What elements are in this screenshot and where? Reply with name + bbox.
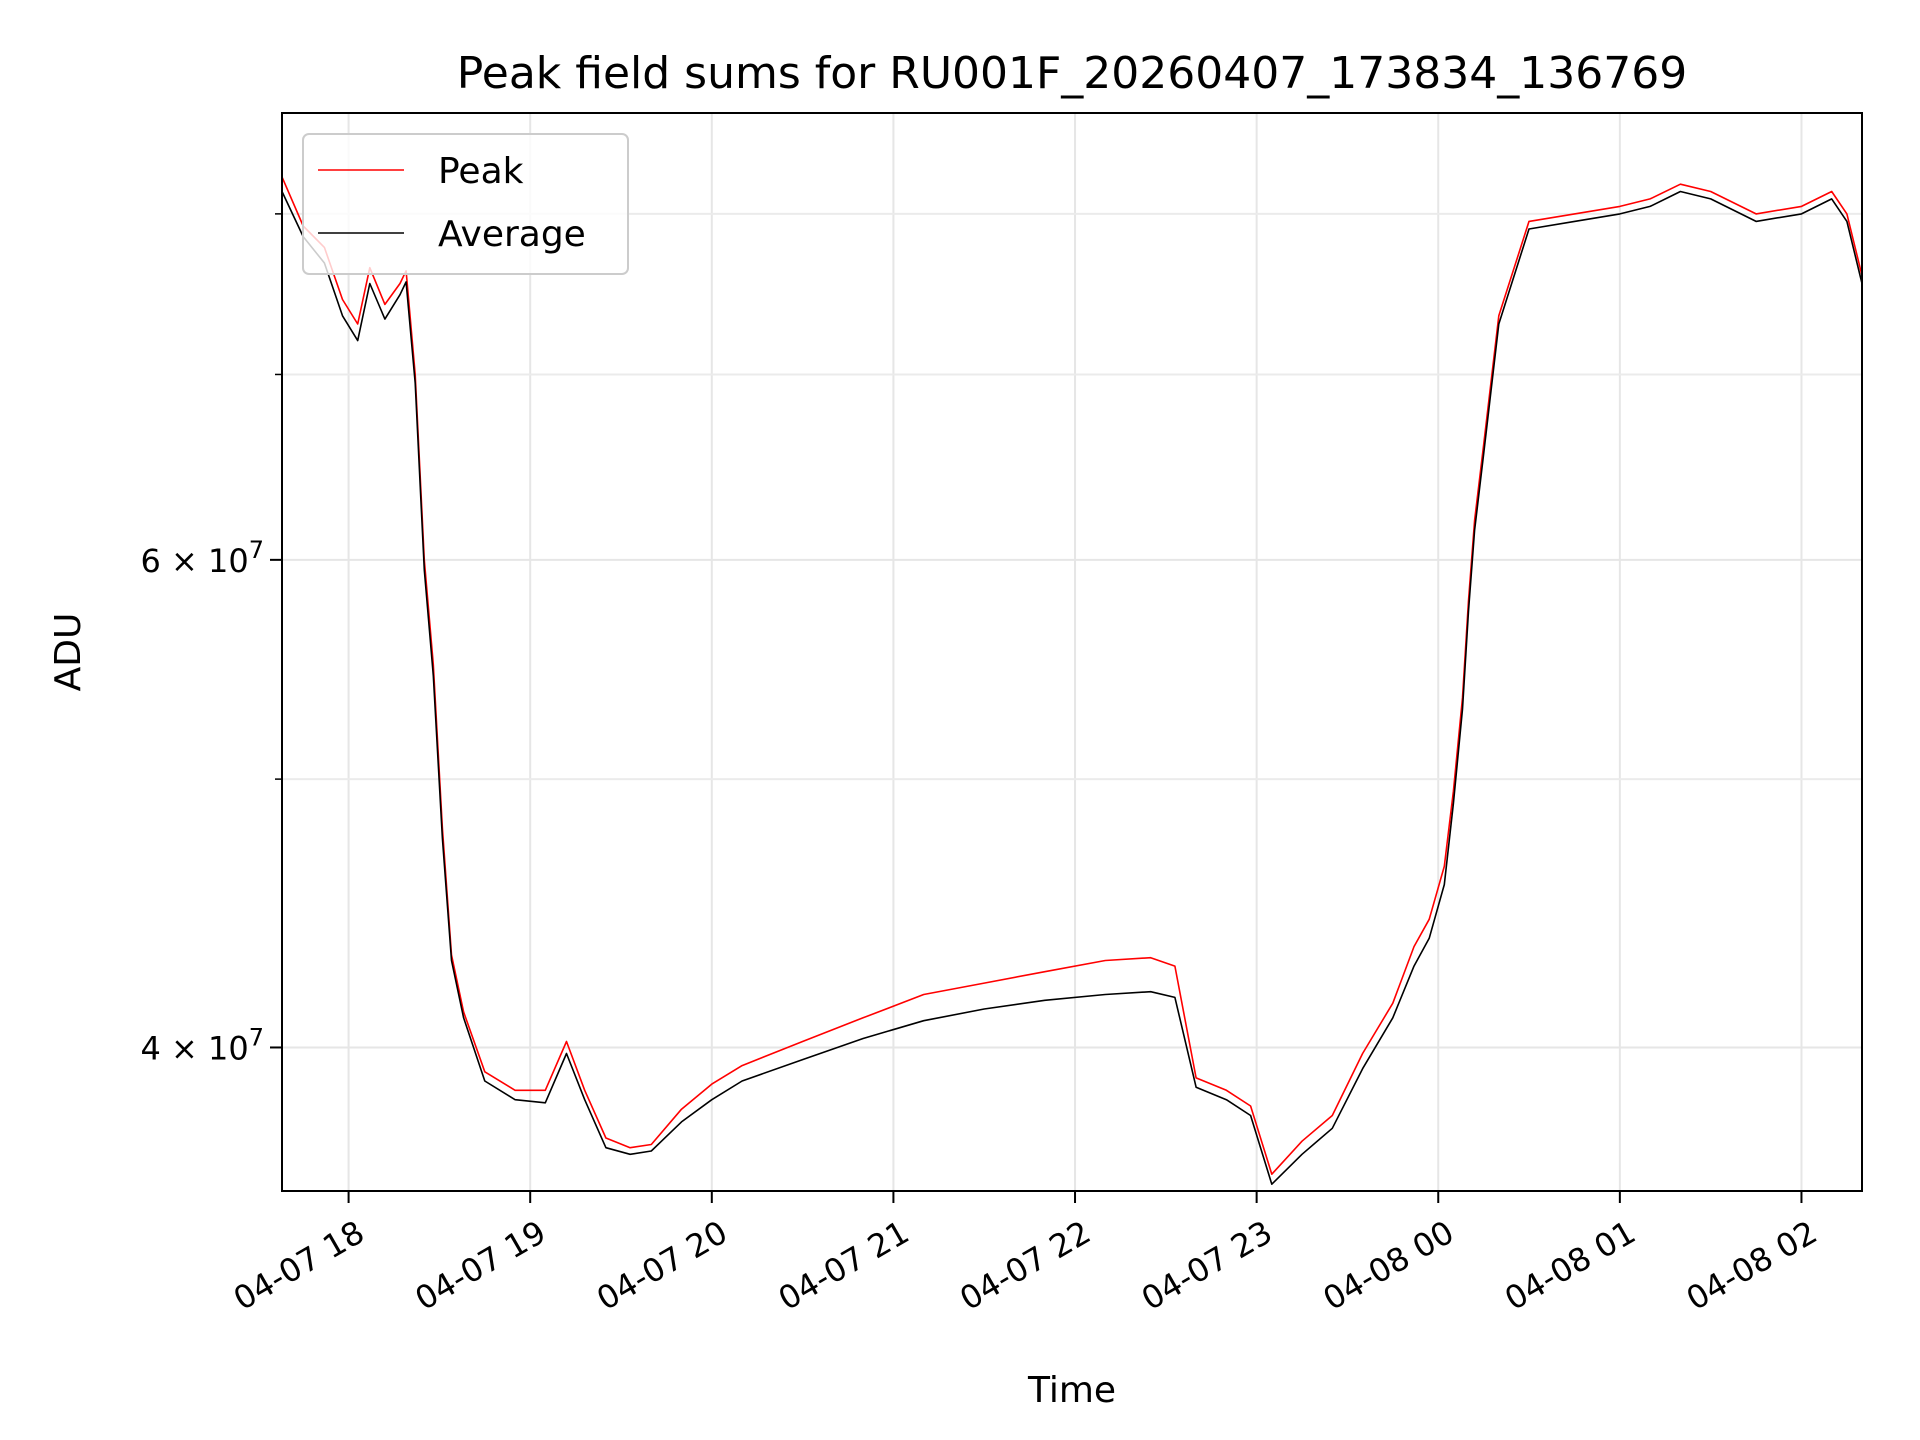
x-tick-label: 04-08 02 [1680, 1213, 1824, 1318]
legend-label-peak: Peak [438, 151, 524, 192]
y-axis-ticks: 4 × 107 6 × 107 [140, 213, 282, 1067]
y-axis-label: ADU [48, 613, 89, 692]
x-axis-ticks: 04-07 18 04-07 19 04-07 20 04-07 21 04-07 22… [227, 1191, 1823, 1318]
x-tick-label: 04-07 21 [772, 1213, 916, 1318]
x-tick-label: 04-07 22 [953, 1213, 1097, 1318]
x-tick-label: 04-08 00 [1317, 1213, 1461, 1318]
x-tick-label: 04-07 19 [409, 1213, 553, 1318]
series-layer [281, 176, 1863, 1185]
series-line-peak [281, 176, 1863, 1175]
gridlines [282, 113, 1862, 1191]
x-axis-label: Time [1027, 1370, 1116, 1411]
legend: Peak Average [302, 133, 629, 275]
x-tick-label: 04-07 20 [590, 1213, 734, 1318]
chart-title: Peak field sums for RU001F_20260407_1738… [457, 48, 1687, 99]
legend-label-average: Average [438, 214, 586, 255]
y-tick-label: 6 × 107 [140, 536, 264, 580]
legend-box [302, 133, 629, 275]
series-line-average [281, 190, 1863, 1185]
x-tick-label: 04-07 18 [227, 1213, 371, 1318]
x-tick-label: 04-08 01 [1498, 1213, 1642, 1318]
y-tick-label: 4 × 107 [140, 1023, 264, 1067]
plot-frame [281, 112, 1863, 1192]
x-tick-label: 04-07 23 [1135, 1213, 1279, 1318]
